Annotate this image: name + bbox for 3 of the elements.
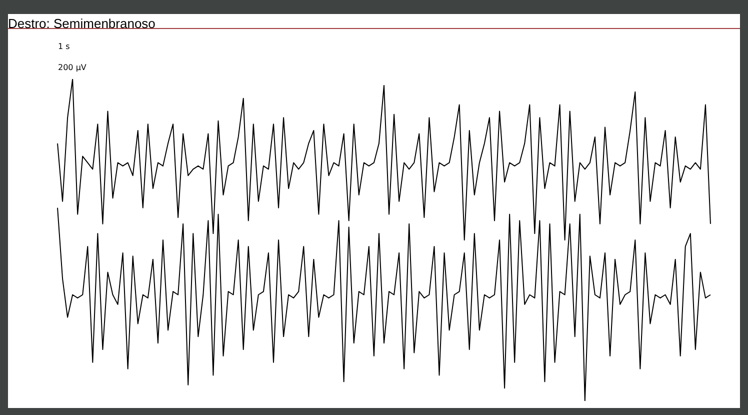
text: 1 s [58, 42, 70, 51]
text: 200 µV [58, 63, 87, 72]
chart-title: Destro: Semimenbranoso [8, 14, 740, 31]
